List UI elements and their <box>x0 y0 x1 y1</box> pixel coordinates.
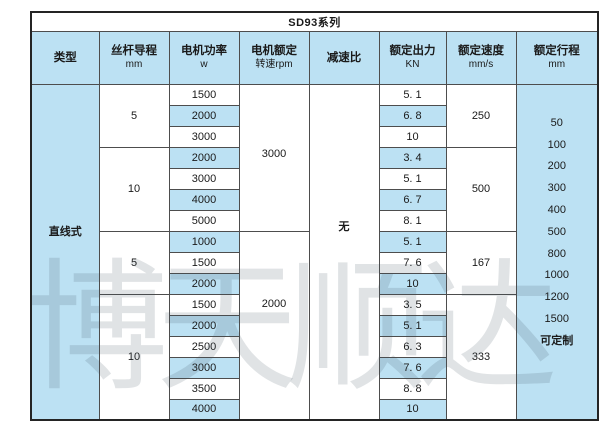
stroke-value: 1500 <box>544 313 569 326</box>
table-row: 3000 7. 6 <box>31 356 598 379</box>
table-row: 4000 6. 7 <box>31 188 598 211</box>
type-cell: 直线式 <box>30 83 100 421</box>
output-cell: 6. 7 <box>378 188 447 211</box>
output-cell: 5. 1 <box>378 167 447 190</box>
output-cell: 8. 1 <box>378 209 447 232</box>
lead-cell: 10 <box>98 146 170 232</box>
output-cell: 6. 3 <box>378 335 447 358</box>
output-cell: 10 <box>378 125 447 148</box>
power-cell: 2000 <box>168 146 240 169</box>
header-row: 类型 丝杆导程 mm 电机功率 w 电机额定 转速rpm 减速比 额定出力 KN <box>30 30 599 85</box>
header-label: 电机额定 <box>251 45 297 57</box>
column-header-motor-speed: 电机额定 转速rpm <box>238 30 310 85</box>
lead-cell: 5 <box>98 83 170 148</box>
output-cell: 5. 1 <box>378 230 447 253</box>
power-cell: 1500 <box>168 293 240 316</box>
power-cell: 2000 <box>168 272 240 295</box>
header-label: 电机功率 <box>181 45 227 57</box>
stroke-custom-label: 可定制 <box>540 334 574 347</box>
table-row: 直线式 5 1500 3000 无 5. 1 250 50 100 200 30… <box>30 83 599 421</box>
header-label: 额定速度 <box>458 45 504 57</box>
speed-cell: 167 <box>445 230 517 295</box>
output-cell: 10 <box>378 398 447 421</box>
power-cell: 3000 <box>168 125 240 148</box>
column-header-reduction-ratio: 减速比 <box>308 30 380 85</box>
spec-table: SD93系列 类型 丝杆导程 mm 电机功率 w 电机额定 转速rpm 减速比 <box>30 11 600 421</box>
ratio-cell: 无 <box>308 83 380 421</box>
column-header-rated-output: 额定出力 KN <box>378 30 447 85</box>
output-cell: 5. 1 <box>378 314 447 337</box>
stroke-value: 1000 <box>544 269 569 282</box>
output-cell: 8. 8 <box>378 377 447 400</box>
column-header-screw-lead: 丝杆导程 mm <box>98 30 170 85</box>
output-cell: 10 <box>378 272 447 295</box>
power-cell: 1000 <box>168 230 240 253</box>
power-cell: 1500 <box>168 83 240 106</box>
power-cell: 3000 <box>168 167 240 190</box>
header-label-2: 转速rpm <box>255 59 293 70</box>
header-label: 额定出力 <box>389 45 436 57</box>
header-label: 额定行程 <box>533 45 580 57</box>
stroke-value: 800 <box>547 247 566 260</box>
table-row: 5000 8. 1 <box>31 209 598 232</box>
title-row: SD93系列 <box>30 11 599 32</box>
speed-cell: 500 <box>445 146 517 232</box>
stroke-value: 100 <box>547 138 566 151</box>
column-header-type: 类型 <box>30 30 100 85</box>
column-header-rated-stroke: 额定行程 mm <box>515 30 599 85</box>
output-cell: 7. 6 <box>378 251 447 274</box>
power-cell: 2000 <box>168 314 240 337</box>
header-unit: KN <box>405 59 420 70</box>
power-cell: 2000 <box>168 104 240 127</box>
rpm-cell: 3000 <box>238 83 310 232</box>
power-cell: 5000 <box>168 209 240 232</box>
table-row: 2500 6. 3 <box>31 335 598 358</box>
stroke-value: 1200 <box>544 291 569 304</box>
header-label: 类型 <box>53 51 77 64</box>
header-label: 丝杆导程 <box>111 45 157 57</box>
stroke-value: 400 <box>547 204 566 217</box>
table-row: 5 1000 2000 5. 1 167 <box>31 230 598 421</box>
power-cell: 2500 <box>168 335 240 358</box>
table-row: 4000 10 <box>31 398 598 421</box>
column-header-rated-speed: 额定速度 mm/s <box>445 30 517 85</box>
output-cell: 3. 5 <box>378 293 447 316</box>
power-cell: 4000 <box>168 188 240 211</box>
header-unit: w <box>200 59 208 70</box>
stroke-value: 200 <box>547 160 566 173</box>
header-unit: mm <box>125 59 143 70</box>
power-cell: 3500 <box>168 377 240 400</box>
power-cell: 4000 <box>168 398 240 421</box>
stroke-cell: 50 100 200 300 400 500 800 1000 1200 150… <box>515 83 599 421</box>
table-row: 2000 5. 1 <box>31 314 598 337</box>
power-cell: 1500 <box>168 251 240 274</box>
output-cell: 6. 8 <box>378 104 447 127</box>
header-unit: mm <box>548 59 566 70</box>
table-row: 2000 6. 8 <box>31 104 598 127</box>
output-cell: 5. 1 <box>378 83 447 106</box>
stroke-value: 500 <box>547 225 566 238</box>
power-cell: 3000 <box>168 356 240 379</box>
lead-cell: 10 <box>98 293 170 421</box>
output-cell: 7. 6 <box>378 356 447 379</box>
stroke-value: 50 <box>550 116 563 129</box>
column-header-motor-power: 电机功率 w <box>168 30 240 85</box>
table-title: SD93系列 <box>30 11 599 32</box>
stroke-list: 50 100 200 300 400 500 800 1000 1200 150… <box>517 113 597 353</box>
lead-cell: 5 <box>98 230 170 295</box>
header-unit: mm/s <box>468 59 494 70</box>
speed-cell: 250 <box>445 83 517 148</box>
output-cell: 3. 4 <box>378 146 447 169</box>
stroke-value: 300 <box>547 182 566 195</box>
header-label: 减速比 <box>326 51 362 64</box>
rpm-cell: 2000 <box>238 230 310 421</box>
speed-cell: 333 <box>445 293 517 421</box>
